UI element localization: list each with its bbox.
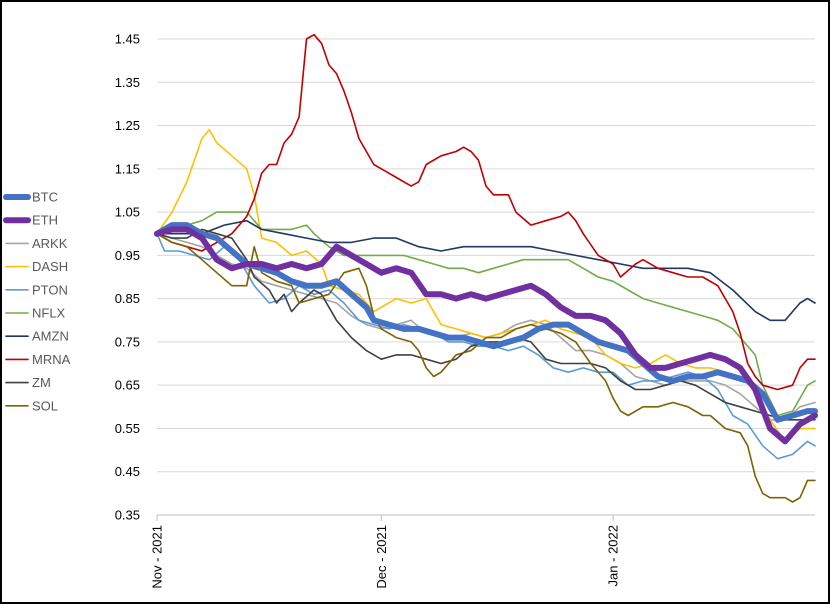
legend-label-arkk: ARKK	[32, 236, 68, 251]
y-tick-label: 0.55	[115, 421, 140, 436]
legend-label-zm: ZM	[32, 375, 51, 390]
series-line-eth	[154, 226, 818, 445]
series-line-amzn	[156, 219, 816, 322]
legend-label-mrna: MRNA	[32, 352, 71, 367]
legend-label-amzn: AMZN	[32, 329, 69, 344]
x-tick-label: Jan - 2022	[606, 525, 621, 586]
series-line-sol	[156, 232, 816, 503]
series-line-nflx	[156, 211, 816, 417]
y-tick-label: 0.35	[115, 508, 140, 523]
y-tick-label: 1.05	[115, 205, 140, 220]
x-axis: Nov - 2021 Dec - 2021 Jan - 2022	[150, 514, 815, 589]
legend: BTC ETH ARKK DASH PTON NFLX AMZN MRNA ZM SOL	[3, 190, 71, 413]
series-line-mrna	[156, 33, 816, 391]
series-lines	[154, 33, 818, 503]
series-line-zm	[156, 228, 816, 421]
series-line-dash	[156, 129, 816, 443]
y-tick-label: 0.45	[115, 464, 140, 479]
y-tick-label: 1.35	[115, 75, 140, 90]
legend-label-dash: DASH	[32, 259, 68, 274]
legend-label-pton: PTON	[32, 282, 68, 297]
legend-label-btc: BTC	[32, 190, 58, 205]
y-tick-label: 0.95	[115, 248, 140, 263]
x-tick-label: Nov - 2021	[150, 525, 165, 589]
y-axis: 0.35 0.45 0.55 0.65 0.75 0.85 0.95 1.05 1.15 1.25…	[115, 32, 140, 523]
legend-label-nflx: NFLX	[32, 306, 66, 321]
y-tick-label: 1.25	[115, 118, 140, 133]
series-line-btc	[154, 222, 818, 423]
legend-label-sol: SOL	[32, 398, 58, 413]
y-tick-label: 0.85	[115, 291, 140, 306]
legend-label-eth: ETH	[32, 213, 58, 228]
y-tick-label: 0.65	[115, 378, 140, 393]
y-tick-label: 1.15	[115, 161, 140, 176]
y-tick-label: 1.45	[115, 32, 140, 47]
x-tick-label: Dec - 2021	[374, 525, 389, 589]
y-tick-label: 0.75	[115, 334, 140, 349]
